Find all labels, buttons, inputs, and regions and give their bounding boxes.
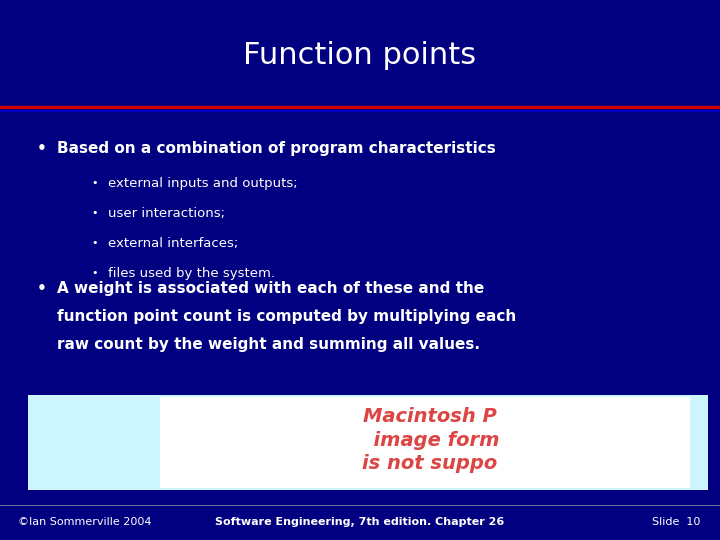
Text: •: • [91, 238, 98, 248]
Text: ©Ian Sommerville 2004: ©Ian Sommerville 2004 [18, 517, 151, 527]
Bar [0, 0, 720, 108]
Text: raw count by the weight and summing all values.: raw count by the weight and summing all … [57, 336, 480, 352]
Bar [160, 397, 690, 488]
Text: files used by the system.: files used by the system. [108, 267, 275, 280]
Bar [28, 395, 708, 490]
Text: Macintosh P
  image form
is not suppo: Macintosh P image form is not suppo [360, 407, 500, 473]
Text: Function points: Function points [243, 40, 477, 70]
Text: •: • [91, 178, 98, 188]
Text: •: • [91, 268, 98, 278]
Text: user interactions;: user interactions; [108, 206, 225, 219]
Text: A weight is associated with each of these and the: A weight is associated with each of thes… [57, 280, 485, 295]
Text: Software Engineering, 7th edition. Chapter 26: Software Engineering, 7th edition. Chapt… [215, 517, 505, 527]
Text: external interfaces;: external interfaces; [108, 237, 238, 249]
Text: Slide  10: Slide 10 [652, 517, 700, 527]
Text: Based on a combination of program characteristics: Based on a combination of program charac… [57, 140, 496, 156]
Text: •: • [91, 208, 98, 218]
Text: function point count is computed by multiplying each: function point count is computed by mult… [57, 308, 516, 323]
Text: •: • [37, 280, 47, 295]
Text: external inputs and outputs;: external inputs and outputs; [108, 177, 297, 190]
Text: •: • [37, 140, 47, 156]
